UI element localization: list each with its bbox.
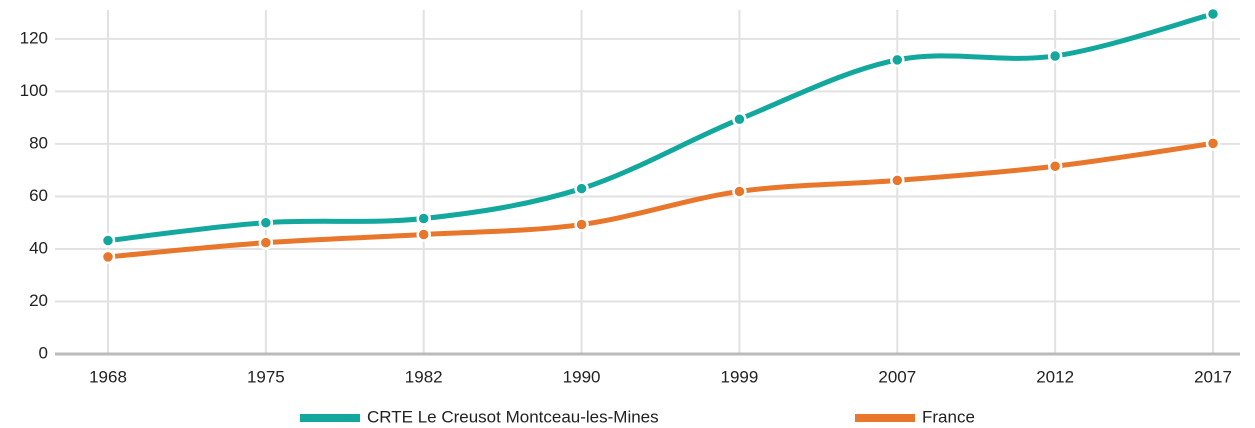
x-tick-label: 2007	[878, 367, 916, 386]
legend-swatch	[300, 414, 360, 422]
data-point	[1047, 158, 1063, 174]
data-point	[890, 173, 905, 188]
data-point	[258, 235, 274, 250]
y-tick-label: 100	[20, 81, 48, 100]
x-tick-label: 1975	[247, 367, 285, 386]
y-tick-label: 120	[20, 28, 48, 47]
y-tick-label: 40	[29, 238, 48, 257]
data-point	[100, 233, 116, 248]
x-tick-label: 1968	[89, 367, 127, 386]
data-point	[1205, 136, 1221, 151]
legend-swatch	[855, 414, 915, 422]
series-line	[107, 140, 1214, 260]
x-tick-label: 1982	[405, 367, 443, 386]
x-tick-label: 1999	[721, 367, 759, 386]
data-point	[732, 184, 747, 199]
data-point	[732, 111, 747, 127]
data-point	[1047, 48, 1063, 64]
y-tick-label: 60	[29, 186, 48, 205]
legend-label: CRTE Le Creusot Montceau-les-Mines	[367, 407, 659, 426]
x-tick-label: 2017	[1194, 367, 1232, 386]
data-point	[416, 227, 431, 242]
data-point	[416, 211, 431, 226]
y-tick-label: 80	[29, 133, 48, 152]
data-point	[100, 249, 116, 265]
y-tick-label: 0	[39, 343, 48, 362]
data-point	[574, 217, 589, 232]
data-point	[890, 52, 905, 68]
legend-label: France	[922, 407, 975, 426]
data-point	[1205, 6, 1221, 22]
series-line	[107, 11, 1214, 244]
y-tick-label: 20	[29, 291, 48, 310]
x-tick-label: 1990	[563, 367, 601, 386]
x-tick-label: 2012	[1036, 367, 1074, 386]
data-point	[258, 215, 274, 230]
data-point	[574, 181, 589, 196]
